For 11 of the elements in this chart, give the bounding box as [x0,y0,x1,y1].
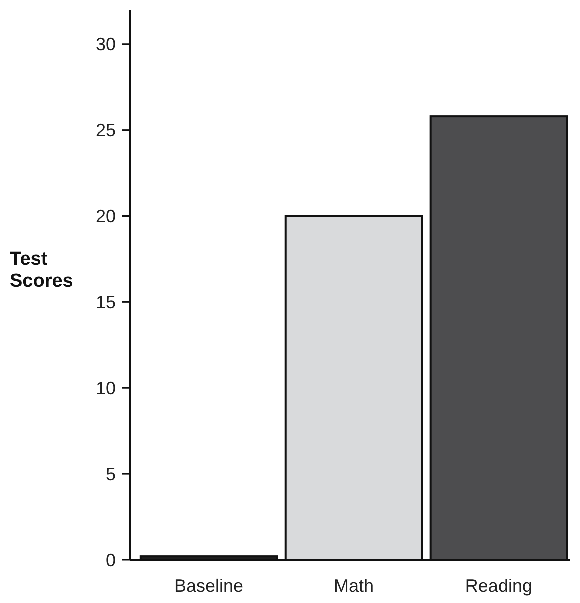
y-axis-title: Test Scores [10,249,74,292]
y-tick-label: 15 [96,292,116,312]
y-tick-label: 25 [96,120,116,141]
y-tick-label: 20 [96,206,116,227]
y-tick-label: 10 [96,378,116,398]
x-tick-label: Baseline [174,576,244,596]
x-tick-label: Reading [465,576,532,596]
x-tick-label: Math [334,576,374,596]
y-tick-label: 0 [106,550,116,570]
y-tick-label: 30 [96,34,116,55]
y-tick-label: 5 [106,464,116,484]
